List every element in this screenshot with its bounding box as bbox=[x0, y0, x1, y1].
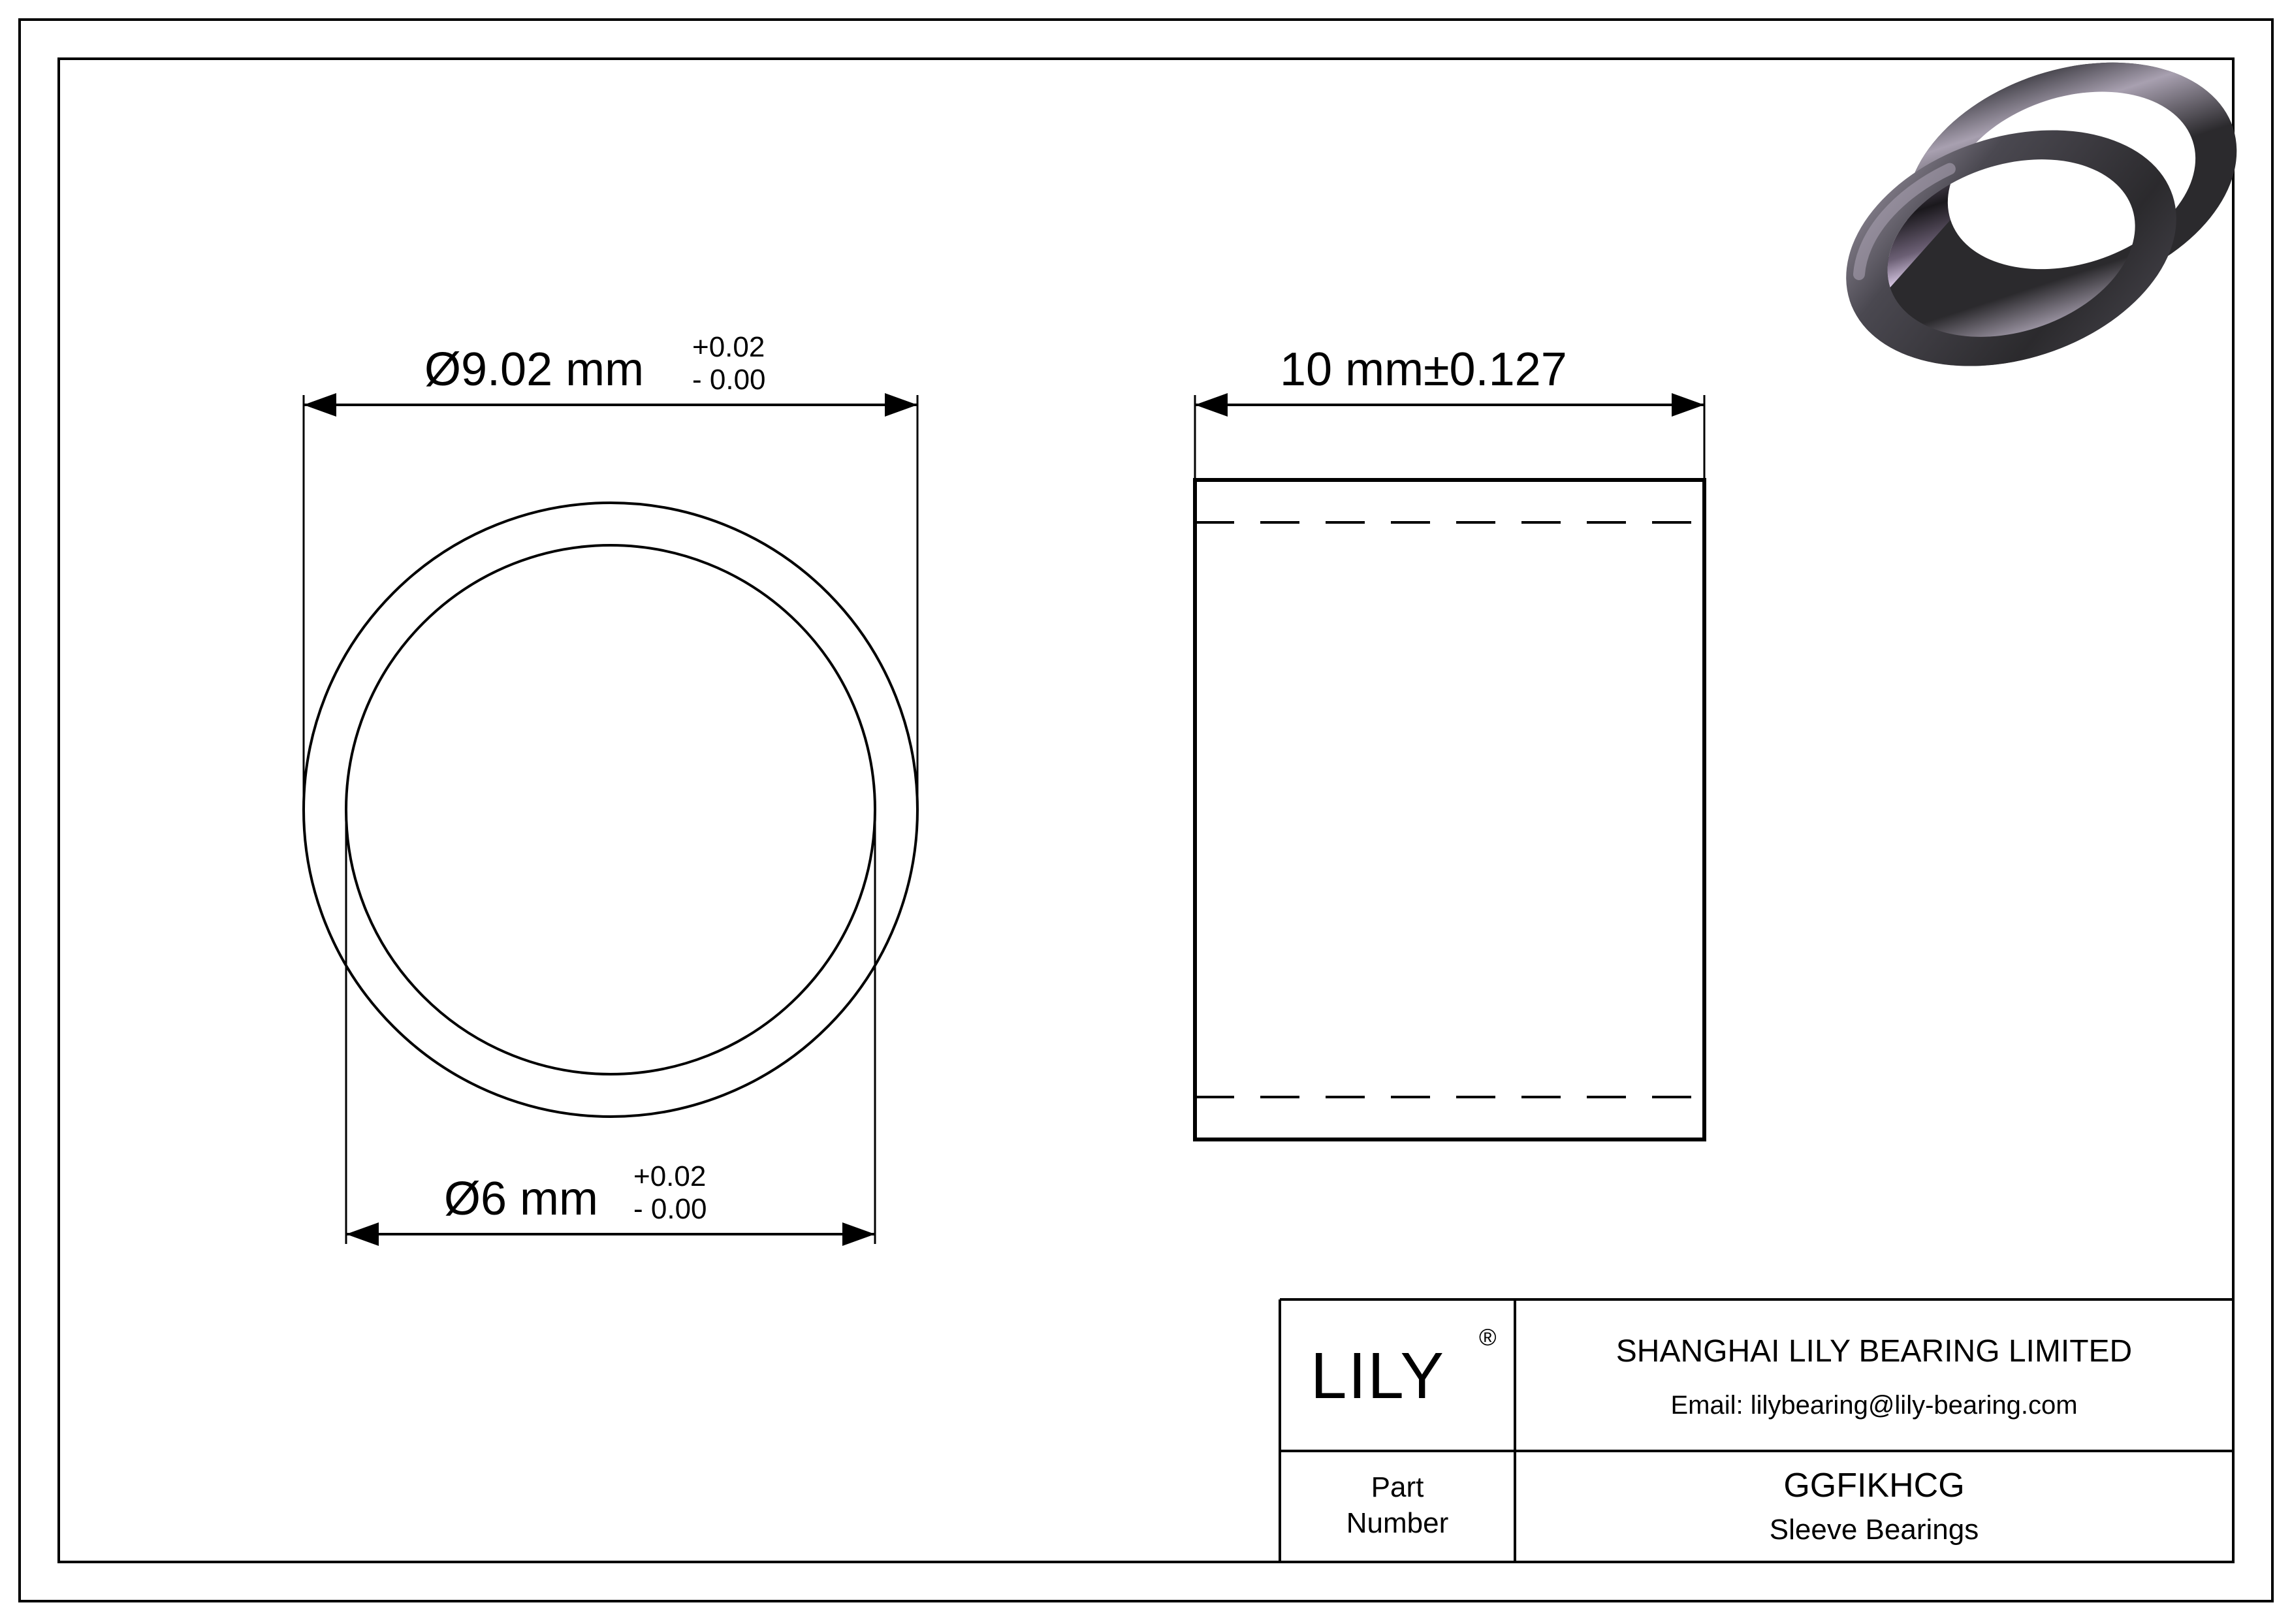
side-view bbox=[1195, 480, 1704, 1139]
company-name: SHANGHAI LILY BEARING LIMITED bbox=[1616, 1334, 2132, 1369]
drawing-canvas: Ø9.02 mm+0.02- 0.00Ø6 mm+0.02- 0.0010 mm… bbox=[0, 0, 2292, 1621]
dim-length: 10 mm±0.127 bbox=[1195, 343, 1704, 480]
product-type: Sleeve Bearings bbox=[1770, 1514, 1979, 1546]
part-number-label-2: Number bbox=[1346, 1507, 1449, 1539]
dim-outer-diameter: Ø9.02 mm +0.02- 0.00 bbox=[304, 331, 917, 810]
logo-text: LILY bbox=[1311, 1339, 1445, 1412]
logo-registered-icon: ® bbox=[1479, 1324, 1497, 1350]
outer-diameter-circle bbox=[304, 503, 917, 1117]
inner-diameter-circle bbox=[346, 545, 875, 1074]
drawing-page: Ø9.02 mm+0.02- 0.00Ø6 mm+0.02- 0.0010 mm… bbox=[0, 0, 2292, 1621]
dim-inner-dia-tol-lower: - 0.00 bbox=[633, 1193, 707, 1225]
part-number-value: GGFIKHCG bbox=[1783, 1467, 1964, 1505]
dim-outer-dia-tol-lower: - 0.00 bbox=[692, 364, 766, 396]
dim-inner-dia-label: Ø6 mm bbox=[444, 1173, 598, 1225]
part-number-label: Part bbox=[1371, 1471, 1424, 1503]
bearing-3d-render bbox=[1802, 22, 2282, 406]
dim-length-label: 10 mm±0.127 bbox=[1280, 343, 1567, 396]
company-email: Email: lilybearing@lily-bearing.com bbox=[1670, 1391, 2077, 1420]
front-view bbox=[304, 503, 917, 1117]
dim-inner-diameter: Ø6 mm +0.02- 0.00 bbox=[346, 810, 875, 1246]
dim-outer-dia-label: Ø9.02 mm bbox=[424, 343, 644, 396]
dim-inner-dia-tol-upper: +0.02 bbox=[633, 1160, 706, 1192]
side-outline bbox=[1195, 480, 1704, 1139]
dim-outer-dia-tol-upper: +0.02 bbox=[692, 331, 765, 363]
title-block: LILY ® SHANGHAI LILY BEARING LIMITED Email:… bbox=[1280, 1299, 2233, 1562]
